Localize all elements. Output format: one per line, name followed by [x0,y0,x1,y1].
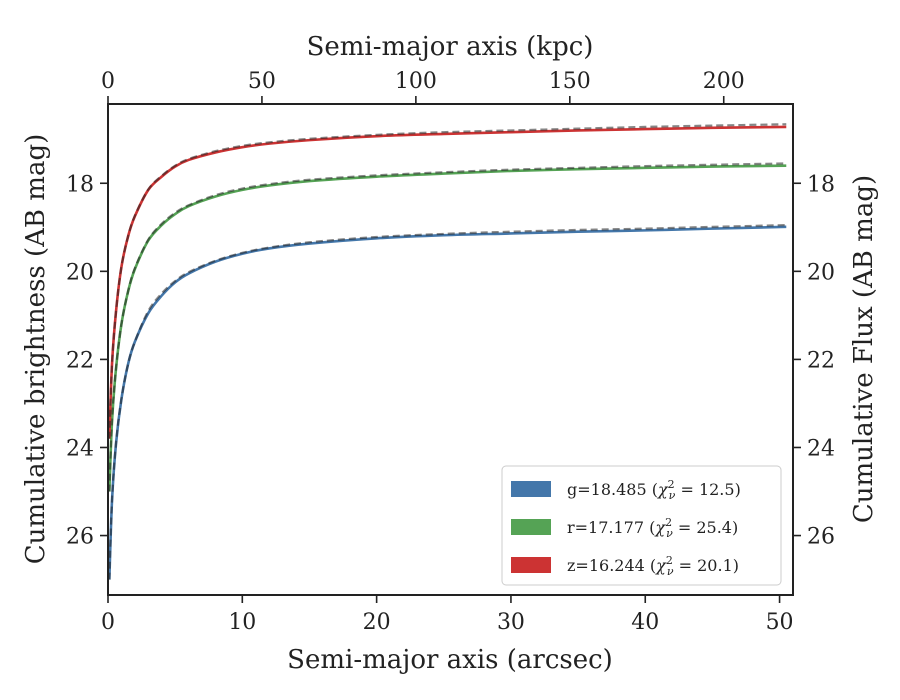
legend-swatch-r [511,519,551,535]
series-line-r [108,164,787,492]
y-tick-label: 20 [66,260,94,285]
legend-items: g=18.485 (χ2 ν = 12.5) r=17.177 (χ2 ν = 25.… [511,478,741,578]
ticks-layer: 0 10 20 30 40 50 0 50 100 150 200 18 18 20 20 22 22 24 24 2… [66,69,835,635]
top-x-axis-title: Semi-major axis (kpc) [307,32,594,62]
y-axis-title: Cumulative brightness (AB mag) [21,134,51,565]
y-tick-label: 24 [66,436,94,461]
legend-box [501,465,782,586]
legend-label-g: g=18.485 (χ2 ν = 12.5) [567,478,741,502]
x-tick-label: 0 [101,610,115,635]
x-tick-label: 50 [766,610,794,635]
model-line-r [108,162,787,492]
legend-label-r: r=17.177 (χ2 ν = 25.4) [567,516,738,540]
legend-swatch-g [511,481,551,497]
x-tick-label: 40 [631,610,659,635]
top-x-tick-label: 200 [703,69,745,94]
x-tick-label: 20 [363,610,391,635]
top-x-tick-label: 100 [395,69,437,94]
y-tick-label: 18 [66,172,94,197]
x-axis-title: Semi-major axis (arcsec) [287,645,613,675]
right-y-tick-label: 20 [807,260,835,285]
y-tick-label: 22 [66,348,94,373]
right-y-tick-label: 18 [807,172,835,197]
plot-frame [107,103,794,596]
top-x-tick-label: 150 [549,69,591,94]
top-x-tick-label: 50 [248,69,276,94]
right-y-tick-label: 22 [807,348,835,373]
right-y-tick-label: 26 [807,525,835,550]
model-line-g [108,224,787,580]
top-x-tick-label: 0 [101,69,115,94]
right-y-axis-title: Cumulative Flux (AB mag) [849,175,879,523]
right-y-tick-label: 24 [807,436,835,461]
x-tick-label: 30 [497,610,525,635]
series-line-z [108,125,787,439]
x-tick-label: 10 [228,610,256,635]
legend: g=18.485 (χ2 ν = 12.5) r=17.177 (χ2 ν = 25.… [501,465,782,586]
series-layer [108,123,787,580]
legend-label-z: z=16.244 (χ2 ν = 20.1) [567,554,739,578]
y-tick-label: 26 [66,525,94,550]
legend-swatch-z [511,557,551,573]
